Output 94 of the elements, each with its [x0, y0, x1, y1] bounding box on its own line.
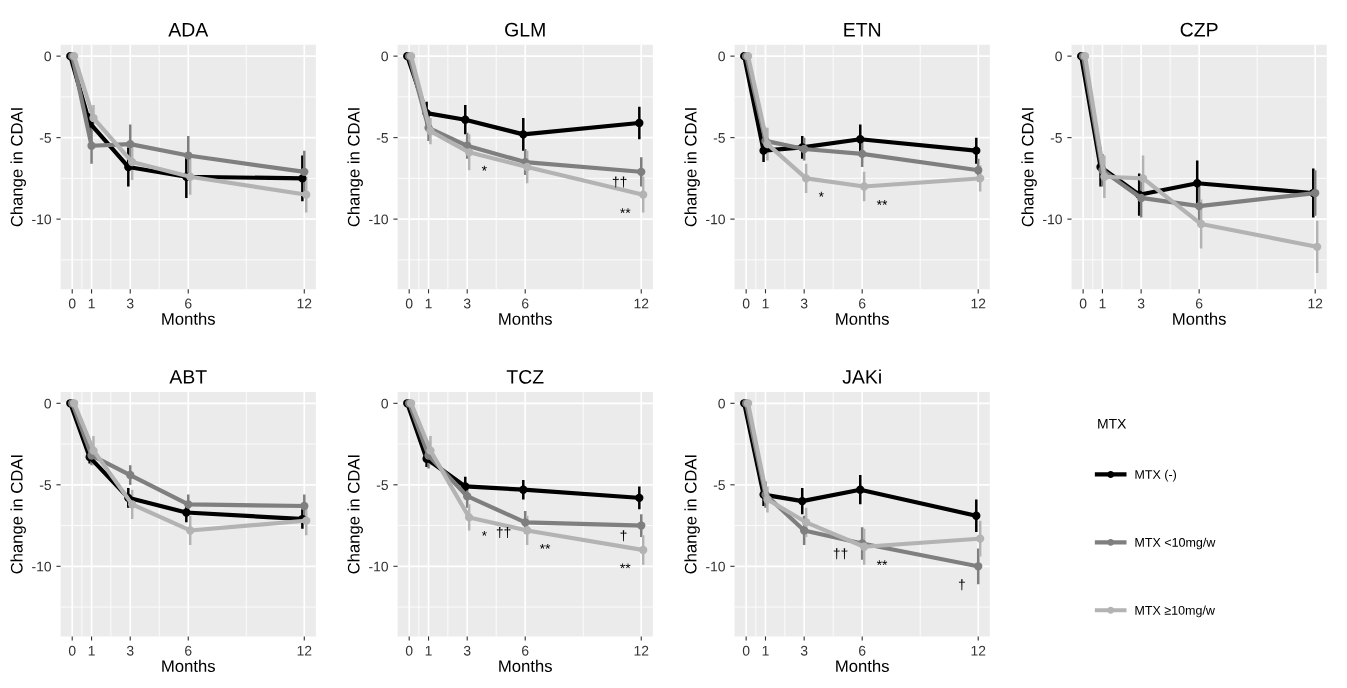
x-axis-title: Months	[1173, 312, 1226, 325]
annotation: **	[539, 543, 551, 549]
y-tick-label: -5	[1050, 133, 1062, 143]
x-tick-label: 1	[762, 298, 769, 309]
annotation: *	[818, 191, 824, 197]
x-tick-label: 0	[1079, 298, 1087, 309]
y-tick-label: -5	[376, 480, 388, 490]
annotation: **	[620, 208, 631, 214]
y-axis-title: Change in CDAI	[684, 455, 700, 574]
chart-title: TCZ	[506, 369, 544, 384]
x-tick-label: 3	[126, 298, 134, 309]
legend-label: MTX (-)	[1135, 469, 1177, 482]
x-tick-label: 12	[297, 645, 312, 656]
x-axis-title: Months	[162, 659, 215, 673]
annotation: *	[481, 530, 487, 536]
x-tick-label: 3	[463, 298, 471, 309]
x-tick-label: 1	[88, 645, 95, 656]
x-axis-title: Months	[162, 312, 215, 325]
x-tick-label: 0	[405, 298, 413, 309]
x-tick-label: 0	[742, 298, 750, 309]
legend-label: MTX ≥10mg/w	[1135, 605, 1215, 618]
annotation: †	[958, 579, 965, 591]
x-tick-label: 3	[800, 645, 808, 656]
legend-title: MTX	[1098, 419, 1127, 429]
y-tick-label: -10	[369, 561, 389, 572]
x-tick-label: 1	[425, 645, 432, 656]
legend-label: MTX <10mg/w	[1135, 537, 1216, 550]
x-axis-title: Months	[499, 659, 552, 673]
y-axis-title: Change in CDAI	[684, 108, 700, 227]
x-tick-label: 6	[185, 645, 192, 656]
y-axis-title: Change in CDAI	[10, 108, 26, 227]
x-tick-label: 0	[68, 645, 76, 656]
x-axis-title: Months	[836, 312, 889, 325]
y-tick-label: -10	[1043, 214, 1062, 225]
x-tick-label: 1	[425, 298, 432, 309]
y-tick-label: -10	[706, 214, 725, 225]
chart-title: ADA	[168, 23, 209, 37]
annotation: ††	[496, 526, 511, 538]
chart-title: ETN	[844, 23, 881, 37]
x-tick-label: 0	[742, 645, 750, 656]
x-tick-label: 12	[634, 298, 649, 309]
annotation: ††	[833, 548, 848, 560]
y-axis-title: Change in CDAI	[347, 108, 363, 227]
y-tick-label: 0	[381, 51, 389, 62]
x-tick-label: 1	[88, 298, 95, 309]
y-tick-label: -5	[713, 480, 725, 490]
x-tick-label: 6	[1196, 298, 1203, 309]
annotation: †	[620, 530, 627, 542]
y-tick-label: 0	[44, 398, 52, 409]
x-tick-label: 1	[762, 645, 769, 656]
y-tick-label: -5	[39, 133, 52, 143]
x-tick-label: 12	[634, 645, 649, 656]
x-tick-label: 0	[405, 645, 413, 656]
x-tick-label: 6	[859, 298, 866, 309]
x-tick-label: 12	[1308, 298, 1323, 309]
x-tick-label: 6	[859, 645, 866, 656]
y-tick-label: -5	[376, 133, 388, 143]
y-axis-title: Change in CDAI	[1021, 108, 1037, 227]
chart-title: GLM	[505, 22, 545, 37]
x-tick-label: 1	[1099, 298, 1106, 309]
y-tick-label: -10	[706, 561, 725, 572]
x-tick-label: 12	[297, 298, 312, 309]
chart-title: ABT	[169, 370, 207, 384]
x-tick-label: 3	[800, 298, 808, 309]
annotation: *	[481, 165, 487, 171]
annotation: **	[876, 560, 888, 566]
y-tick-label: -5	[39, 480, 52, 490]
y-tick-label: -10	[32, 561, 52, 572]
chart-title: JAKi	[842, 369, 881, 384]
x-tick-label: 6	[185, 298, 192, 309]
x-tick-label: 3	[1137, 298, 1145, 309]
y-tick-label: -10	[369, 214, 389, 225]
x-tick-label: 6	[522, 645, 529, 656]
y-tick-label: -10	[32, 214, 52, 225]
x-tick-label: 6	[522, 298, 529, 309]
y-axis-title: Change in CDAI	[347, 455, 363, 574]
x-tick-label: 12	[971, 298, 986, 309]
x-tick-label: 3	[463, 645, 471, 656]
annotation: **	[620, 563, 631, 569]
x-axis-title: Months	[499, 312, 552, 325]
y-tick-label: 0	[718, 398, 725, 409]
chart-title: CZP	[1180, 22, 1218, 37]
y-tick-label: 0	[718, 51, 725, 62]
x-tick-label: 12	[971, 645, 986, 656]
y-tick-label: -5	[713, 133, 725, 143]
y-tick-label: 0	[44, 51, 52, 62]
y-axis-title: Change in CDAI	[10, 455, 26, 574]
annotation: ††	[612, 176, 627, 188]
y-tick-label: 0	[381, 398, 389, 409]
y-tick-label: 0	[1055, 51, 1062, 62]
x-tick-label: 0	[68, 298, 76, 309]
x-tick-label: 3	[126, 645, 134, 656]
x-axis-title: Months	[836, 659, 889, 673]
annotation: **	[876, 200, 888, 205]
